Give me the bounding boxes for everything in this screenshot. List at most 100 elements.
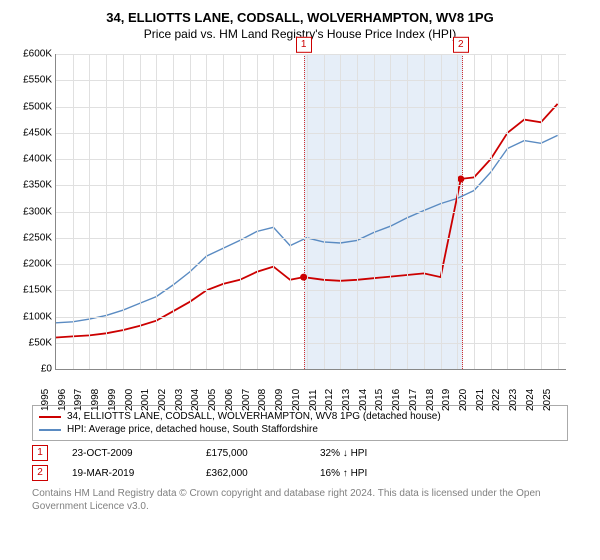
event-delta: 32% ↓ HPI [320, 448, 367, 459]
gridline-h [56, 317, 566, 318]
gridline-h [56, 264, 566, 265]
y-axis-label: £550K [10, 75, 52, 86]
gridline-v [474, 54, 475, 369]
x-axis-label: 1999 [107, 389, 118, 411]
gridline-v [491, 54, 492, 369]
event-date: 23-OCT-2009 [72, 448, 182, 459]
x-axis-label: 2007 [241, 389, 252, 411]
chart-area: 12 £0£50K£100K£150K£200K£250K£300K£350K£… [10, 49, 570, 399]
gridline-v [441, 54, 442, 369]
y-axis-label: £0 [10, 364, 52, 375]
x-axis-label: 2012 [324, 389, 335, 411]
gridline-h [56, 290, 566, 291]
legend-swatch [39, 429, 61, 431]
gridline-v [524, 54, 525, 369]
gridline-h [56, 212, 566, 213]
gridline-v [558, 54, 559, 369]
x-axis-label: 2015 [374, 389, 385, 411]
marker-label: 1 [296, 37, 312, 53]
x-axis-label: 1997 [73, 389, 84, 411]
x-axis-label: 2002 [157, 389, 168, 411]
gridline-v [257, 54, 258, 369]
legend-swatch [39, 416, 61, 418]
x-axis-label: 2022 [491, 389, 502, 411]
y-axis-label: £350K [10, 180, 52, 191]
event-price: £362,000 [206, 468, 296, 479]
x-axis-label: 2008 [257, 389, 268, 411]
marker-dot [457, 175, 464, 182]
event-price: £175,000 [206, 448, 296, 459]
gridline-v [123, 54, 124, 369]
gridline-h [56, 54, 566, 55]
x-axis-label: 2020 [458, 389, 469, 411]
y-axis-label: £100K [10, 311, 52, 322]
gridline-v [156, 54, 157, 369]
marker-label: 2 [453, 37, 469, 53]
attribution-text: Contains HM Land Registry data © Crown c… [32, 487, 568, 513]
x-axis-label: 1998 [90, 389, 101, 411]
x-axis-label: 2003 [174, 389, 185, 411]
x-axis-label: 2006 [224, 389, 235, 411]
y-axis-label: £300K [10, 206, 52, 217]
y-axis-label: £450K [10, 127, 52, 138]
gridline-v [273, 54, 274, 369]
x-axis-label: 1996 [57, 389, 68, 411]
y-axis-label: £150K [10, 285, 52, 296]
x-axis-label: 2013 [341, 389, 352, 411]
x-axis-label: 2016 [391, 389, 402, 411]
gridline-v [240, 54, 241, 369]
gridline-v [390, 54, 391, 369]
gridline-h [56, 80, 566, 81]
gridline-v [140, 54, 141, 369]
gridline-v [407, 54, 408, 369]
x-axis-label: 2004 [190, 389, 201, 411]
x-axis-label: 2011 [308, 389, 319, 411]
events-list: 123-OCT-2009£175,00032% ↓ HPI219-MAR-201… [10, 445, 590, 481]
gridline-h [56, 107, 566, 108]
gridline-v [324, 54, 325, 369]
gridline-v [374, 54, 375, 369]
gridline-v [206, 54, 207, 369]
gridline-v [424, 54, 425, 369]
legend-label: HPI: Average price, detached house, Sout… [67, 424, 318, 435]
y-axis-label: £400K [10, 154, 52, 165]
gridline-v [307, 54, 308, 369]
x-axis-label: 2023 [508, 389, 519, 411]
y-axis-label: £50K [10, 337, 52, 348]
gridline-h [56, 159, 566, 160]
legend-row: 34, ELLIOTTS LANE, CODSALL, WOLVERHAMPTO… [39, 410, 561, 423]
gridline-h [56, 185, 566, 186]
gridline-v [190, 54, 191, 369]
gridline-v [173, 54, 174, 369]
x-axis-label: 2018 [425, 389, 436, 411]
x-axis-label: 2000 [124, 389, 135, 411]
gridline-v [290, 54, 291, 369]
legend-row: HPI: Average price, detached house, Sout… [39, 423, 561, 436]
event-row: 1 23-OCT-2009 £175,000 32% ↓ HPI [32, 445, 568, 461]
x-axis-label: 2019 [441, 389, 452, 411]
event-date: 19-MAR-2019 [72, 468, 182, 479]
gridline-v [457, 54, 458, 369]
gridline-v [89, 54, 90, 369]
gridline-v [507, 54, 508, 369]
x-axis-label: 2025 [542, 389, 553, 411]
x-axis-label: 2021 [475, 389, 486, 411]
x-axis-label: 2010 [291, 389, 302, 411]
chart-title: 34, ELLIOTTS LANE, CODSALL, WOLVERHAMPTO… [10, 10, 590, 25]
gridline-v [223, 54, 224, 369]
x-axis-label: 2017 [408, 389, 419, 411]
event-delta: 16% ↑ HPI [320, 468, 367, 479]
event-marker: 1 [32, 445, 48, 461]
x-axis-label: 1995 [40, 389, 51, 411]
legend-label: 34, ELLIOTTS LANE, CODSALL, WOLVERHAMPTO… [67, 411, 441, 422]
x-axis-label: 2014 [358, 389, 369, 411]
y-axis-label: £250K [10, 232, 52, 243]
gridline-v [357, 54, 358, 369]
y-axis-label: £500K [10, 101, 52, 112]
gridline-v [541, 54, 542, 369]
gridline-v [340, 54, 341, 369]
gridline-v [106, 54, 107, 369]
x-axis-label: 2024 [525, 389, 536, 411]
gridline-h [56, 133, 566, 134]
plot-area: 12 [55, 54, 566, 370]
